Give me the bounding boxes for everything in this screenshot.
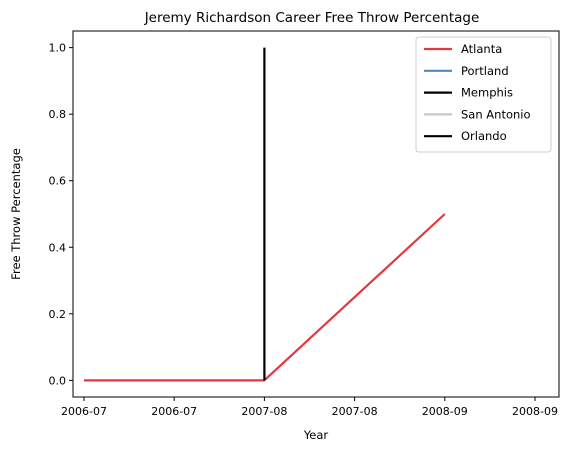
legend-label: San Antonio: [461, 107, 531, 121]
y-axis-label: Free Throw Percentage: [9, 148, 23, 280]
legend: Atlanta Portland Memphis San Antonio Orlando: [415, 36, 552, 153]
plot-frame: [72, 30, 560, 398]
x-tick-label: 2007-08: [241, 405, 287, 418]
x-axis-label: Year: [303, 428, 329, 442]
x-axis: 2006-07 2006-07 2007-08 2007-08 2008-09 2008-…: [61, 397, 558, 418]
y-tick-label: 0.2: [49, 308, 67, 321]
y-tick-label: 0.4: [49, 241, 67, 254]
y-tick-label: 0.6: [49, 175, 67, 188]
chart-title: Jeremy Richardson Career Free Throw Perc…: [144, 10, 480, 26]
legend-label: Portland: [461, 64, 509, 78]
x-tick-label: 2007-08: [332, 405, 378, 418]
legend-label: Atlanta: [461, 42, 502, 56]
x-tick-label: 2008-09: [512, 405, 558, 418]
legend-label: Orlando: [461, 129, 507, 143]
x-tick-label: 2008-09: [422, 405, 468, 418]
y-tick-label: 0.0: [49, 374, 67, 387]
legend-box: [415, 36, 552, 153]
x-tick-label: 2006-07: [61, 405, 107, 418]
y-tick-label: 0.8: [49, 108, 67, 121]
y-tick-label: 1.0: [49, 42, 67, 55]
x-tick-label: 2006-07: [151, 405, 197, 418]
legend-label: Memphis: [461, 86, 513, 100]
y-axis: 0.0 0.2 0.4 0.6 0.8 1.0: [49, 42, 73, 387]
plot-lines: [84, 47, 446, 382]
